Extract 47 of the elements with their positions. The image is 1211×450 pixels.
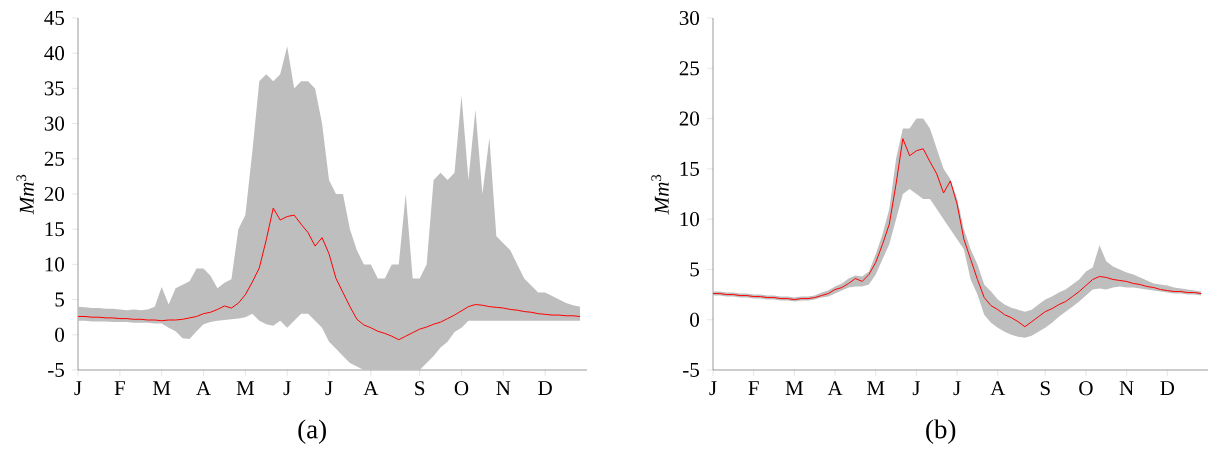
y-tick-label: 10 — [45, 257, 65, 272]
y-tick-label: 0 — [690, 312, 700, 327]
x-tick-label: A — [363, 381, 379, 396]
x-tick-label: N — [1119, 381, 1134, 395]
text: (b) — [926, 419, 956, 444]
x-tick-label: A — [990, 381, 1006, 396]
y-axis-title: Mm$^{3}$ — [16, 174, 34, 215]
x-tick-label: M — [867, 381, 885, 395]
x-tick-label: N — [496, 381, 511, 395]
x-tick-label: D — [538, 381, 552, 395]
y-tick-label: -5 — [48, 363, 64, 377]
y-tick-label: 40 — [44, 46, 65, 61]
y-axis-title: Mm$^{3}$ — [651, 174, 669, 215]
x-tick-label: D — [1160, 381, 1175, 395]
y-tick-label: 25 — [44, 151, 64, 166]
y-tick-label: 15 — [45, 222, 64, 237]
x-tick-label: J — [325, 381, 333, 396]
text: (a) — [298, 419, 326, 444]
x-tick-label: J — [283, 381, 291, 396]
x-tick-label: O — [454, 381, 469, 396]
x-tick-label: A — [827, 381, 843, 396]
x-tick-label: O — [1079, 381, 1093, 396]
x-tick-label: F — [748, 381, 759, 395]
x-tick-label: M — [785, 381, 804, 395]
y-tick-label: 45 — [44, 10, 64, 26]
x-tick-label: F — [114, 381, 125, 395]
y-tick-label: 25 — [679, 61, 699, 76]
x-tick-label: S — [1040, 381, 1050, 396]
y-tick-label: 15 — [680, 161, 699, 176]
x-tick-label: J — [709, 381, 717, 396]
x-tick-label: M — [236, 381, 255, 395]
x-tick-label: J — [74, 381, 82, 396]
x-tick-label: M — [152, 381, 171, 395]
y-tick-label: 5 — [690, 262, 699, 277]
y-tick-label: 20 — [44, 186, 65, 202]
x-tick-label: J — [953, 381, 961, 396]
y-tick-label: 0 — [55, 327, 65, 342]
y-tick-label: -5 — [683, 363, 699, 377]
x-tick-label: J — [912, 381, 921, 396]
y-tick-label: 35 — [44, 81, 64, 96]
y-tick-label: 30 — [679, 10, 700, 26]
x-tick-label: S — [415, 381, 425, 396]
x-tick-label: A — [196, 381, 211, 396]
y-tick-label: 20 — [679, 111, 700, 126]
y-tick-label: 10 — [680, 212, 700, 227]
y-tick-label: 30 — [44, 116, 65, 131]
y-tick-label: 5 — [55, 292, 64, 307]
